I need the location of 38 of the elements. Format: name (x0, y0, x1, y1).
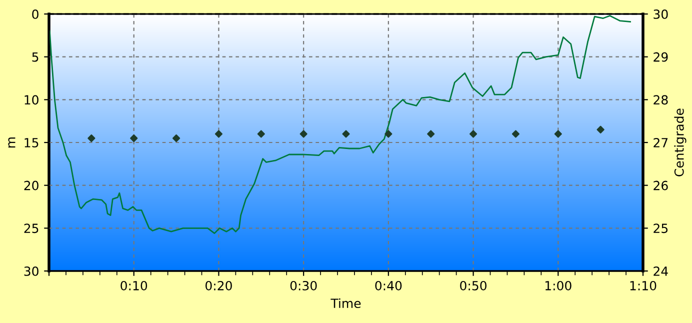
point (512, 130, 520, 138)
point (554, 130, 562, 138)
point (596, 126, 604, 134)
point (427, 130, 435, 138)
y2-tick-label: 30 (654, 9, 668, 19)
point (469, 130, 478, 138)
y-tick-label: 15 (24, 138, 38, 148)
line-series (49, 15, 631, 234)
point (88, 134, 96, 142)
y2-tick-label: 27 (654, 138, 668, 148)
y-axis-title: m (8, 137, 16, 148)
y-tick-label: 30 (24, 266, 38, 276)
point (172, 134, 180, 142)
y-tick-label: 5 (32, 52, 38, 62)
y-tick-label: 25 (24, 224, 38, 234)
x-tick-label: 0:10 (120, 280, 148, 290)
point (300, 130, 308, 138)
y2-axis-title: Centigrade (674, 108, 686, 176)
point (257, 130, 265, 138)
y2-tick-label: 29 (654, 52, 668, 62)
point (342, 130, 350, 138)
x-tick-label: 0:30 (290, 280, 317, 290)
point (384, 130, 392, 138)
x-tick-label: 0:40 (375, 280, 402, 290)
y-tick-label: 0 (32, 9, 38, 19)
y2-tick-label: 28 (654, 95, 668, 105)
x-tick-label: 0:20 (206, 280, 232, 290)
y-tick-label: 10 (24, 95, 38, 105)
y2-tick-label: 26 (654, 180, 668, 190)
x-tick-label: 0:50 (460, 280, 486, 290)
point (214, 130, 223, 138)
x-tick-label: 1:00 (545, 280, 572, 290)
point (130, 134, 138, 142)
x-axis-title: Time (330, 298, 361, 308)
y2-tick-label: 25 (654, 224, 668, 234)
y-tick-label: 20 (24, 180, 38, 190)
x-tick-label: 1:10 (630, 280, 656, 290)
y2-tick-label: 24 (654, 266, 668, 276)
